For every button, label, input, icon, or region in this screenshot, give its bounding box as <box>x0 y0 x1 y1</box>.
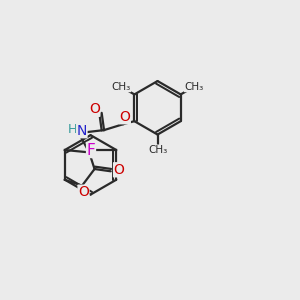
Text: CH₃: CH₃ <box>184 82 204 92</box>
Text: H: H <box>68 123 77 136</box>
Text: N: N <box>76 124 87 138</box>
Text: O: O <box>78 185 89 199</box>
Text: O: O <box>119 110 130 124</box>
Text: CH₃: CH₃ <box>148 145 167 155</box>
Text: CH₃: CH₃ <box>111 82 130 92</box>
Text: F: F <box>87 142 95 158</box>
Text: O: O <box>114 163 124 177</box>
Text: O: O <box>89 102 100 116</box>
